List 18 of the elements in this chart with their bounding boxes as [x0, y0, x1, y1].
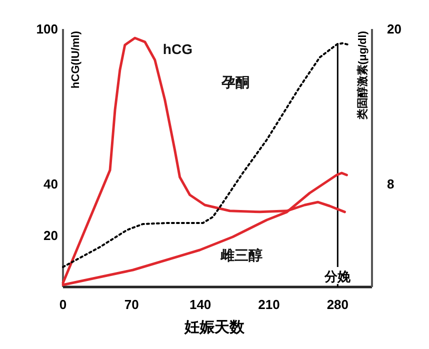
y-tick-label: 40	[44, 176, 58, 192]
series-label: hCG	[162, 40, 193, 57]
x-tick-label: 140	[189, 297, 212, 312]
y2-tick-label: 8	[387, 176, 394, 192]
x-tick-label: 210	[258, 297, 280, 312]
x-axis-title: 妊娠天数	[184, 319, 246, 336]
ref-line: 分娩	[324, 43, 352, 287]
ref-line-label: 分娩	[324, 269, 352, 284]
x-tick-label: 0	[59, 297, 67, 312]
x-tick-label: 70	[124, 297, 139, 312]
x-tick-label: 280	[326, 297, 349, 312]
y-tick-label: 100	[36, 22, 58, 36]
y2-axis-title: 类固醇激素(μg/dl)	[356, 30, 369, 121]
y2-tick-label: 20	[387, 22, 402, 36]
series-label: 雌三醇	[220, 247, 263, 264]
y-tick-label: 20	[44, 228, 58, 243]
text: 孕酮	[220, 74, 250, 90]
y-axis-title: hCG(IU/ml)	[70, 30, 82, 88]
